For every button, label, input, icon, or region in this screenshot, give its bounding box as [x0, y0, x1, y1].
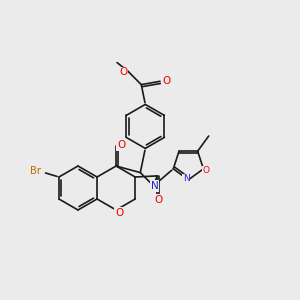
Text: Br: Br [30, 166, 41, 176]
Text: O: O [119, 68, 127, 77]
Text: O: O [203, 167, 210, 176]
Text: O: O [117, 140, 125, 150]
Text: O: O [162, 76, 170, 86]
Text: O: O [154, 195, 162, 205]
Text: O: O [115, 208, 123, 218]
Text: N: N [183, 174, 190, 183]
Text: N: N [151, 181, 158, 191]
